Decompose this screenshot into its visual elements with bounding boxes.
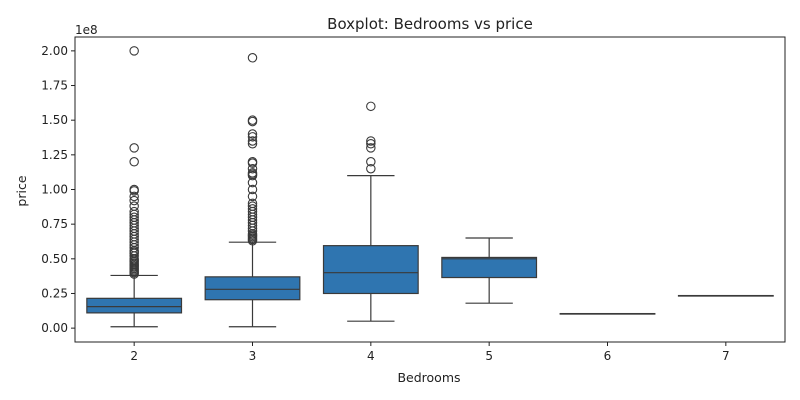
plot-area: 0.00 0.25 0.50 0.75 1.00 1.25 1.50 1.75 2.00 2 3 4 5… xyxy=(41,36,786,363)
outlier-point xyxy=(247,132,258,142)
outlier-point xyxy=(247,136,258,146)
y-tick-label: 1.00 xyxy=(41,183,68,197)
x-tick-label: 2 xyxy=(130,349,138,363)
outlier-point xyxy=(247,53,258,63)
outlier-point xyxy=(247,236,258,246)
outlier-point xyxy=(247,191,258,202)
outlier-point xyxy=(366,163,376,174)
outlier-point xyxy=(129,191,139,202)
box-4 xyxy=(322,245,419,295)
x-tick-label: 4 xyxy=(367,349,375,363)
outlier-point xyxy=(129,269,139,279)
outlier-point xyxy=(366,101,376,112)
outlier-point xyxy=(129,157,139,167)
outlier-point xyxy=(366,139,376,149)
outlier-point xyxy=(366,136,376,146)
outlier-point xyxy=(247,170,258,181)
outlier-point xyxy=(129,186,139,196)
box-5 xyxy=(441,256,538,279)
y-tick-label: 0.25 xyxy=(41,286,68,300)
y-tick-label: 1.25 xyxy=(41,148,68,162)
y-tick-label: 0.75 xyxy=(41,217,68,231)
outlier-point xyxy=(247,163,258,174)
x-tick-label: 3 xyxy=(249,349,257,363)
x-tick-label: 5 xyxy=(485,349,493,363)
outlier-point xyxy=(129,46,139,56)
box-3 xyxy=(204,276,301,301)
x-tick-label: 7 xyxy=(722,349,730,363)
y-tick-label: 2.00 xyxy=(41,44,68,58)
outlier-point xyxy=(366,157,376,167)
outlier-point xyxy=(129,195,139,206)
outlier-point xyxy=(247,158,258,168)
outlier-point xyxy=(247,116,258,127)
outlier-point xyxy=(366,143,376,153)
x-tick-label: 6 xyxy=(604,349,612,363)
y-offset-label: 1e8 xyxy=(75,23,98,37)
y-axis-label: price xyxy=(14,175,29,206)
y-tick-label: 1.50 xyxy=(41,113,68,127)
outlier-point xyxy=(247,139,258,149)
y-tick-label: 0.00 xyxy=(41,321,68,335)
outlier-point xyxy=(247,184,258,195)
box-2 xyxy=(86,297,183,314)
chart-title: Boxplot: Bedrooms vs price xyxy=(327,15,533,33)
y-tick-label: 0.50 xyxy=(41,252,68,266)
x-axis-label: Bedrooms xyxy=(397,370,460,385)
outlier-point xyxy=(247,177,258,188)
outlier-point xyxy=(129,143,139,153)
outlier-point xyxy=(247,129,258,139)
y-tick-label: 1.75 xyxy=(41,79,68,93)
